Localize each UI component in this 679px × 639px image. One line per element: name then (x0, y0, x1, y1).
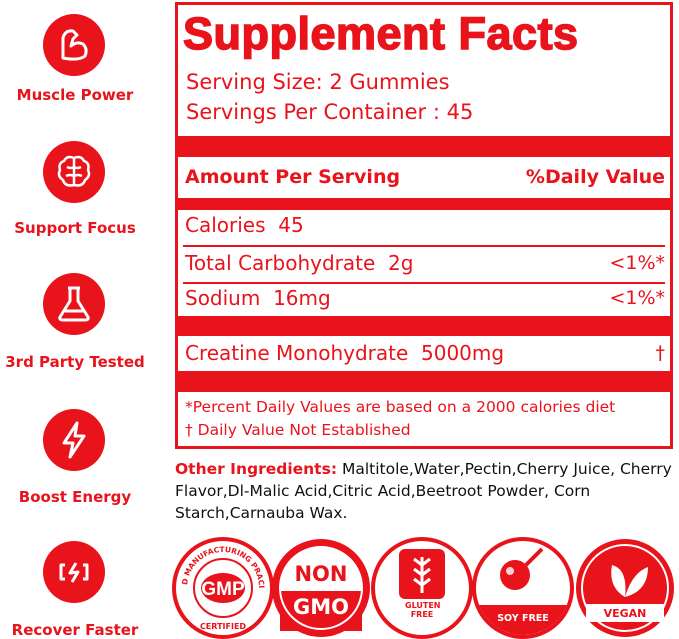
separator-bar (175, 316, 673, 336)
servings-per-container: Servings Per Container : 45 (186, 100, 474, 124)
soy-free-badge: SOY FREE (472, 537, 574, 639)
feature-icon (43, 409, 105, 471)
gmp-text: GMP (201, 579, 245, 600)
separator-bar (175, 198, 673, 210)
daily-value: <1%* (609, 287, 665, 309)
daily-value: † (655, 342, 666, 364)
other-ingredients: Other Ingredients: Maltitole,Water,Pecti… (175, 458, 675, 524)
nutrient-row: Calories 45 (185, 213, 304, 237)
nutrient-row: Sodium 16mg (185, 286, 331, 310)
nutrient-amount: 5000mg (421, 341, 505, 365)
ingredients-label: Other Ingredients: (175, 460, 338, 478)
feature-icon (43, 141, 105, 203)
daily-value: <1%* (609, 252, 665, 274)
non-text: NON (294, 562, 347, 586)
gmp-badge: GOOD MANUFACTURING PRACITCE GMP CERTIFIE… (170, 535, 274, 639)
nutrient-amount: 16mg (273, 286, 331, 310)
feature-label: Support Focus (14, 219, 136, 237)
nutrient-amount: 2g (388, 251, 414, 275)
nutrient-amount: 45 (278, 213, 304, 237)
nutrient-name: Calories (185, 213, 266, 237)
vegan-label: VEGAN (604, 607, 647, 620)
amount-header: Amount Per Serving (185, 166, 401, 188)
nutrient-name: Total Carbohydrate (185, 251, 376, 275)
feature-icon (43, 14, 105, 76)
gmo-text: GMO (293, 595, 349, 619)
ingredients-text: Maltitole,Water,Pectin,Cherry Juice, Che… (175, 460, 672, 522)
vegan-badge: VEGAN (576, 539, 674, 637)
badges: GOOD MANUFACTURING PRACITCE GMP CERTIFIE… (170, 535, 674, 639)
non-gmo-badge: NON GMO (272, 539, 370, 637)
gluten-free-badge: GLUTEN FREE (371, 537, 473, 639)
separator-bar (175, 136, 673, 157)
nutrient-name: Sodium (185, 286, 261, 310)
gluten-free-label-box: GLUTEN FREE (405, 601, 441, 619)
row-divider (183, 282, 665, 284)
nutrient-row: Creatine Monohydrate 5000mg (185, 341, 504, 365)
feature-label: 3rd Party Tested (5, 353, 145, 371)
separator-bar (175, 371, 673, 392)
feature-label: Muscle Power (16, 86, 134, 104)
feature-label: Recover Faster (11, 621, 139, 639)
feature-icon (43, 273, 105, 335)
daily-value-header: %Daily Value (525, 166, 665, 188)
nutrient-row: Total Carbohydrate 2g (185, 251, 413, 275)
gluten-free-label: GLUTEN FREE (405, 601, 441, 619)
feature-icon (43, 541, 105, 603)
gmp-certified: CERTIFIED (200, 622, 246, 631)
row-divider (183, 245, 665, 247)
soy-free-label: SOY FREE (497, 613, 549, 624)
serving-size: Serving Size: 2 Gummies (186, 70, 450, 94)
footnote: † Daily Value Not Established (185, 421, 411, 439)
facts-title: Supplement Facts (182, 7, 579, 60)
facts-box (175, 2, 673, 449)
footnote: *Percent Daily Values are based on a 200… (185, 398, 616, 416)
nutrient-name: Creatine Monohydrate (185, 341, 409, 365)
feature-label: Boost Energy (18, 488, 132, 506)
